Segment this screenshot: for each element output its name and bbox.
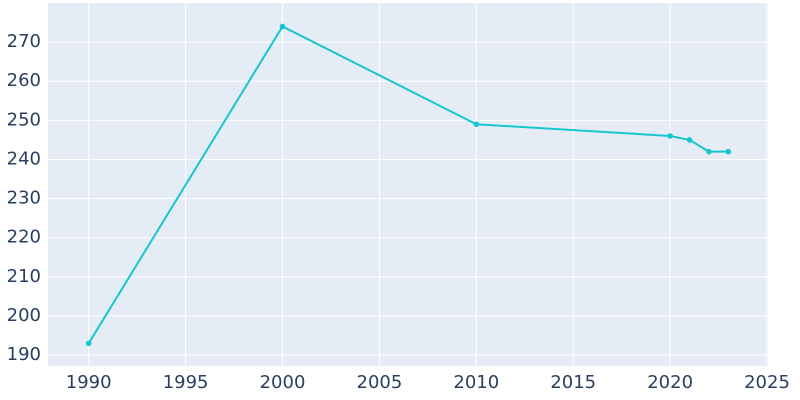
x-tick-label: 2025	[744, 372, 790, 393]
x-tick-label: 1995	[163, 372, 209, 393]
y-tick-label: 190	[7, 344, 41, 365]
y-tick-label: 220	[7, 227, 41, 248]
x-tick-label: 2010	[453, 372, 499, 393]
point	[473, 121, 480, 128]
x-tick-label: 2020	[647, 372, 693, 393]
point	[686, 137, 693, 143]
plot-area	[48, 3, 768, 366]
y-tick-label: 260	[7, 70, 41, 91]
y-tick-label: 240	[7, 148, 41, 169]
point	[85, 340, 92, 347]
x-tick-label: 2000	[260, 372, 306, 393]
y-tick-label: 200	[7, 305, 41, 326]
point	[725, 148, 732, 155]
x-tick-label: 1990	[66, 372, 112, 393]
y-tick-label: 210	[7, 266, 41, 287]
point	[667, 133, 673, 139]
y-tick-label: 270	[7, 31, 41, 52]
y-tick-label: 250	[7, 109, 41, 130]
point	[706, 148, 712, 155]
x-tick-label: 2015	[550, 372, 596, 393]
y-tick-label: 230	[7, 188, 41, 209]
point	[279, 23, 286, 30]
x-tick-label: 2005	[357, 372, 403, 393]
